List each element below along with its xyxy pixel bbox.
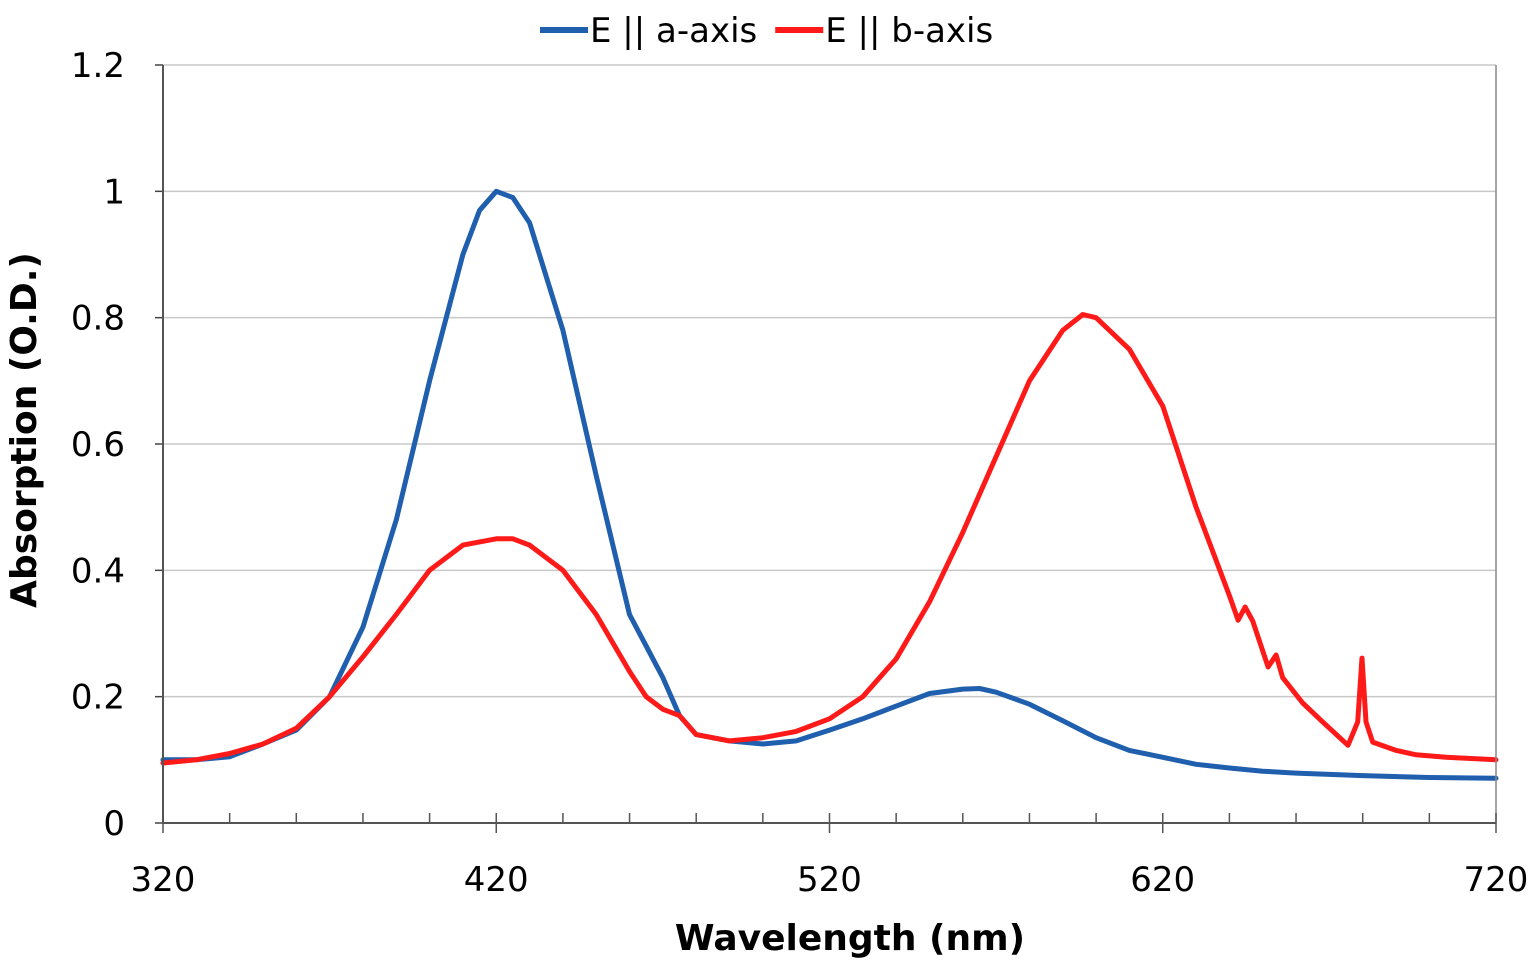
y-tick-label: 0 — [103, 804, 125, 844]
x-tick-label: 320 — [131, 860, 196, 900]
legend-label: E || b-axis — [825, 11, 993, 51]
series-line — [160, 312, 1499, 766]
axes: 0 0.2 0.4 0.6 0.8 1 1.2 320 420 520 620 720 — [71, 46, 1529, 900]
y-tick-label: 0.8 — [71, 299, 125, 339]
series-line — [160, 188, 1499, 781]
y-tick-label: 0.2 — [71, 678, 125, 718]
y-tick-label: 0.4 — [71, 551, 125, 591]
y-tick-label: 0.6 — [71, 425, 125, 465]
series-lines — [160, 188, 1499, 781]
legend: E || a-axis E || b-axis — [540, 11, 993, 51]
y-tick-label: 1.2 — [71, 46, 125, 86]
y-axis-label: Absorption (O.D.) — [4, 252, 45, 608]
x-tick-label: 420 — [464, 860, 529, 900]
x-axis-label: Wavelength (nm) — [675, 918, 1025, 959]
x-tick-label: 620 — [1130, 860, 1195, 900]
grid-lines — [163, 64, 1496, 698]
x-tick-label: 520 — [797, 860, 862, 900]
x-tick-label: 720 — [1464, 860, 1529, 900]
y-tick-label: 1 — [103, 172, 125, 212]
legend-label: E || a-axis — [590, 11, 757, 51]
